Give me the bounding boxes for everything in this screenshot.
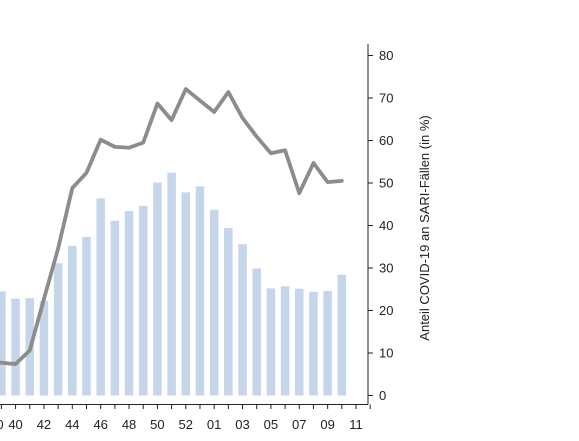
bar-week-53 [195,186,205,396]
x-tick-label: 07 [292,417,306,432]
x-tick-label: 11 [349,417,363,432]
y-axis: 0 10 20 30 40 50 60 70 80 [367,44,393,405]
bar-week-09 [323,290,332,396]
bar-week-47 [110,220,120,396]
x-tick-label: 03 [235,417,249,432]
x-tick-label: 46 [93,417,107,432]
bar-week-03 [238,244,247,396]
bar-week-49 [138,205,148,396]
bar-week-40 [11,298,20,396]
x-tick-label: 05 [264,417,278,432]
line-path [0,87,344,366]
bar-week-04 [252,268,261,396]
y-tick-label: 70 [379,91,393,106]
y-tick-label: 40 [379,218,393,233]
y-tick-label: 10 [379,346,393,361]
bar-week-46 [96,198,105,396]
bar-series [0,172,347,396]
y-tick-label: 20 [379,303,393,318]
x-tick-label: 01 [207,417,221,432]
line-series [0,87,344,366]
bar-week-01 [209,209,219,396]
bar-week-02 [224,228,233,396]
bar-week-45 [82,236,91,396]
bar-week-43 [53,263,63,396]
bar-week-51 [167,172,176,396]
bar-week-39 [0,291,6,396]
x-tick-label-partial: 0 [0,417,4,432]
x-tick-label: 09 [320,417,334,432]
x-tick-label: 42 [37,417,51,432]
bar-week-08 [309,291,318,396]
bar-week-10 [337,274,347,396]
bar-week-52 [181,192,191,396]
y-tick-label: 60 [379,133,393,148]
bar-week-44 [68,245,77,396]
bar-week-42 [39,301,49,396]
x-tick-label: 52 [179,417,193,432]
y-tick-label: 30 [379,261,393,276]
x-axis: 0 40 42 44 46 48 50 52 01 03 05 07 09 11 [0,404,371,432]
bar-week-50 [153,182,162,396]
y-axis-title: Anteil COVID-19 an SARI-Fällen (in %) [417,115,432,340]
x-tick-label: 48 [122,417,136,432]
bar-week-06 [280,286,290,396]
bar-week-48 [124,211,134,396]
y-tick-label: 80 [379,48,393,63]
bar-week-07 [295,288,304,396]
bar-week-05 [266,288,276,396]
x-tick-label: 40 [8,417,22,432]
x-tick-label: 50 [150,417,164,432]
y-tick-label: 0 [379,388,386,403]
x-tick-label: 44 [65,417,79,432]
y-tick-label: 50 [379,176,393,191]
